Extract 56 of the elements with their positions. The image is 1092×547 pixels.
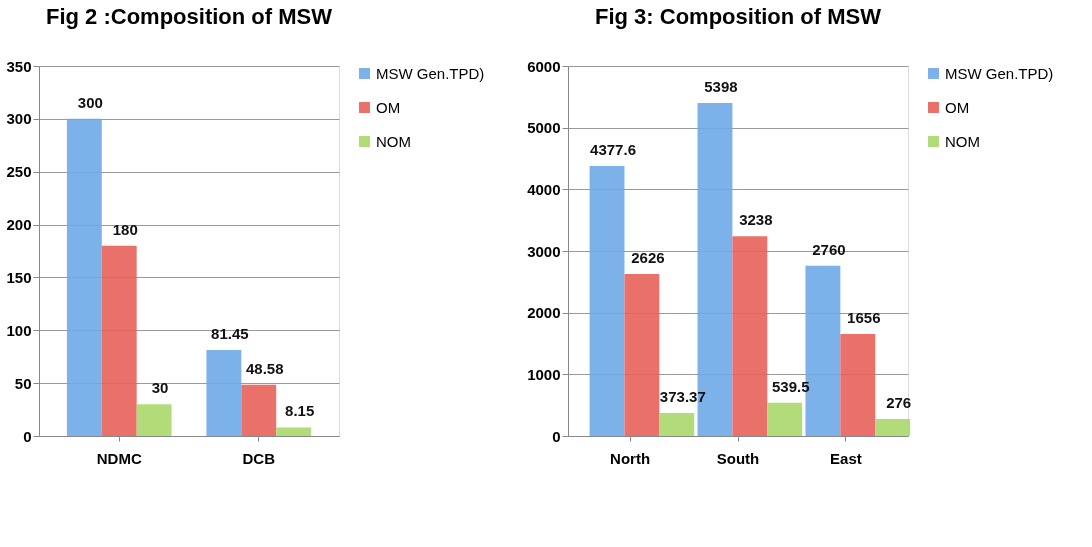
y-tick-label: 1000 bbox=[527, 365, 561, 383]
data-label: 48.58 bbox=[245, 359, 284, 377]
data-label: 300 bbox=[77, 93, 103, 111]
data-label: 81.45 bbox=[211, 324, 249, 342]
y-tick-label: 100 bbox=[6, 321, 32, 339]
x-tick-label: South bbox=[716, 449, 760, 467]
x-tick-label: North bbox=[610, 449, 651, 467]
data-label: 373.37 bbox=[659, 387, 706, 405]
data-label: 4377.6 bbox=[590, 141, 636, 159]
data-label: 2626 bbox=[631, 249, 665, 267]
y-tick-label: 3000 bbox=[527, 242, 561, 260]
y-tick-label: 200 bbox=[6, 216, 32, 234]
bar bbox=[840, 333, 876, 436]
y-tick-label: 0 bbox=[552, 427, 561, 445]
x-tick-label: East bbox=[830, 449, 862, 467]
legend-label: MSW Gen.TPD) bbox=[945, 64, 1054, 82]
data-label: 3238 bbox=[739, 211, 773, 229]
data-label: 276 bbox=[886, 393, 912, 411]
bar bbox=[624, 274, 660, 436]
y-tick-label: 5000 bbox=[527, 119, 561, 137]
data-label: 8.15 bbox=[285, 402, 315, 420]
y-tick-label: 50 bbox=[14, 374, 32, 392]
bar bbox=[659, 412, 695, 436]
y-tick-label: 4000 bbox=[527, 180, 561, 198]
bar bbox=[875, 418, 911, 436]
y-tick-label: 150 bbox=[6, 268, 32, 286]
x-tick-label: NDMC bbox=[96, 449, 142, 467]
data-label: 2760 bbox=[812, 240, 846, 258]
chart-title: Fig 2 :Composition of MSW bbox=[46, 4, 333, 29]
y-tick-label: 2000 bbox=[527, 304, 561, 322]
y-tick-label: 350 bbox=[6, 57, 32, 75]
bar bbox=[101, 245, 137, 436]
legend-label: NOM bbox=[945, 132, 980, 150]
legend-label: OM bbox=[376, 98, 401, 116]
data-label: 539.5 bbox=[771, 377, 810, 395]
y-tick-label: 0 bbox=[23, 427, 32, 445]
bar bbox=[241, 384, 277, 436]
bar bbox=[66, 118, 102, 436]
data-label: 180 bbox=[112, 220, 138, 238]
bar bbox=[136, 404, 172, 436]
legend-label: NOM bbox=[376, 132, 411, 150]
y-tick-label: 300 bbox=[6, 110, 32, 128]
data-label: 5398 bbox=[704, 78, 738, 96]
data-label: 1656 bbox=[847, 308, 881, 326]
y-tick-label: 250 bbox=[6, 163, 32, 181]
bar bbox=[732, 236, 768, 436]
y-tick-label: 6000 bbox=[527, 57, 561, 75]
bar bbox=[589, 166, 625, 436]
chart-title: Fig 3: Composition of MSW bbox=[595, 4, 882, 29]
legend-label: MSW Gen.TPD) bbox=[376, 64, 485, 82]
bar bbox=[276, 427, 312, 436]
x-tick-label: DCB bbox=[242, 449, 276, 467]
data-label: 30 bbox=[151, 379, 169, 397]
bar bbox=[767, 402, 803, 436]
bar bbox=[206, 349, 242, 436]
legend-label: OM bbox=[945, 98, 970, 116]
